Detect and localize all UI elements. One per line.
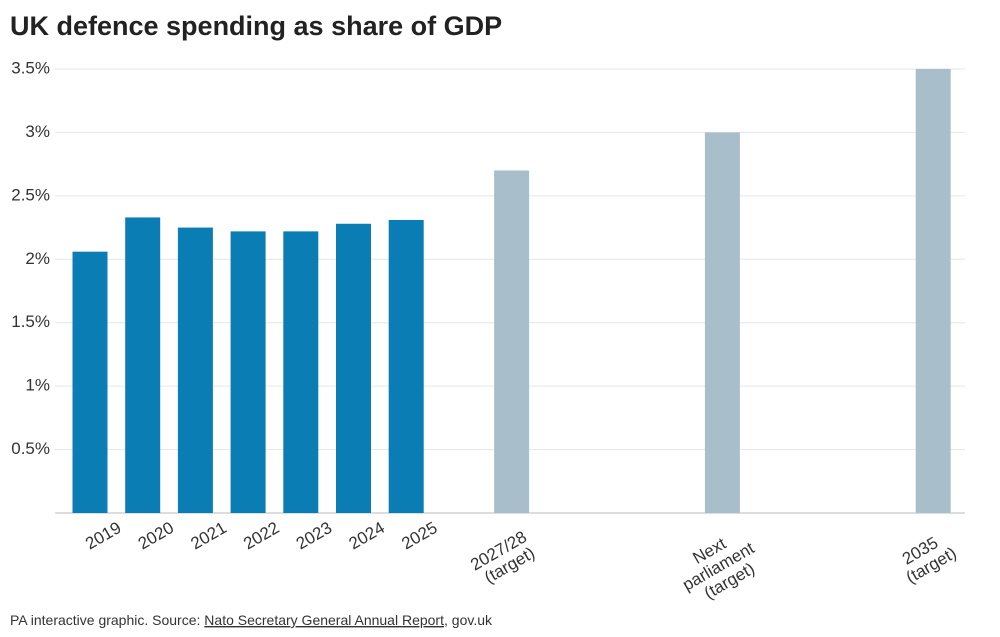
x-tick-label: 2027/28 (target) (467, 525, 543, 590)
x-tick-label: 2024 (346, 518, 388, 553)
bar (125, 217, 161, 513)
source-note: PA interactive graphic. Source: Nato Sec… (10, 612, 493, 628)
x-tick-label: 2019 (82, 518, 124, 553)
y-tick-label: 2.5% (11, 185, 50, 204)
bar (704, 132, 740, 513)
y-tick-label: 3.5% (11, 58, 50, 77)
chart-title: UK defence spending as share of GDP (10, 11, 502, 41)
x-tick-label: 2025 (399, 518, 441, 553)
source-suffix: , gov.uk (444, 612, 493, 628)
bar (388, 219, 424, 513)
x-tick-label: 2020 (135, 518, 177, 553)
x-tick-label: Next parliament (target) (670, 521, 770, 611)
bar (915, 69, 951, 513)
y-tick-label: 3% (25, 122, 50, 141)
x-tick-label: 2021 (188, 518, 230, 553)
source-link[interactable]: Nato Secretary General Annual Report (204, 612, 444, 628)
y-tick-label: 1% (25, 376, 50, 395)
source-prefix: PA interactive graphic. Source: (10, 612, 204, 628)
bar (230, 231, 266, 513)
bar (177, 227, 213, 514)
y-tick-label: 1.5% (11, 312, 50, 331)
y-tick-label: 0.5% (11, 439, 50, 458)
x-tick-label: 2022 (240, 518, 282, 553)
bar (283, 231, 319, 513)
bar (494, 170, 530, 513)
x-tick-label: 2035 (target) (894, 528, 960, 587)
x-tick-label: 2023 (293, 518, 335, 553)
bar (72, 251, 108, 513)
y-tick-label: 2% (25, 249, 50, 268)
bar (336, 223, 371, 513)
